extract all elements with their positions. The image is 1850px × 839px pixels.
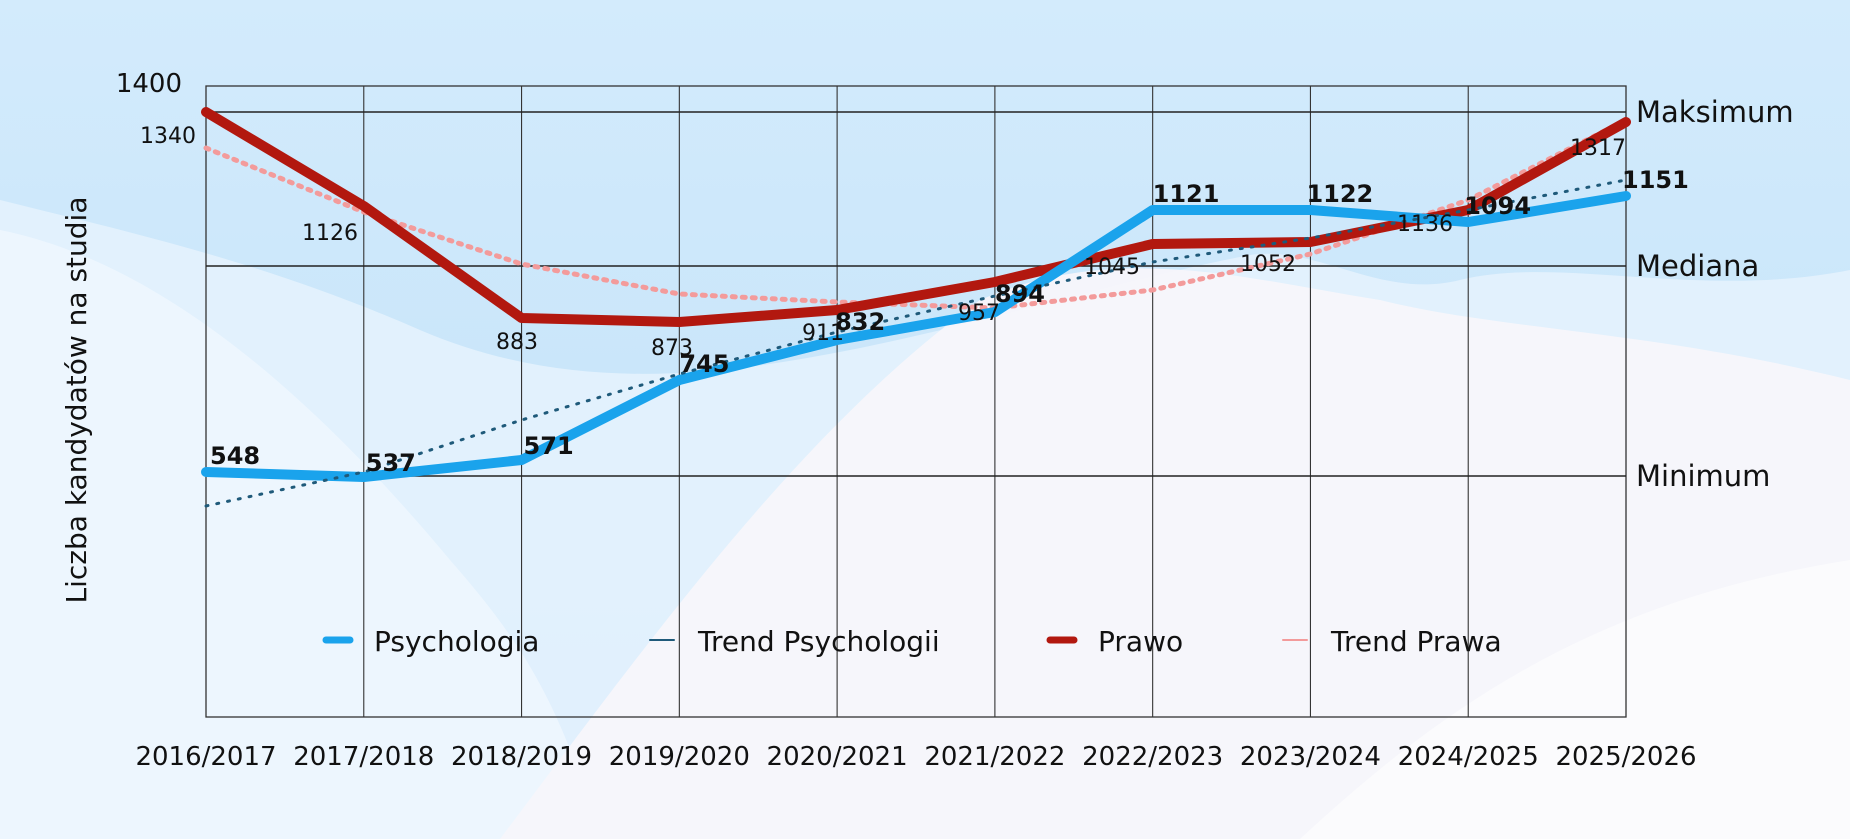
data-label-prawo: 957 xyxy=(958,301,1000,326)
series-layer xyxy=(201,107,1631,508)
x-tick-label: 2024/2025 xyxy=(1398,742,1539,772)
series-line-trend-prawa xyxy=(203,117,1629,311)
data-label-psychologia: 1094 xyxy=(1464,192,1531,220)
legend-label-trend-psychologii: Trend Psychologii xyxy=(697,625,940,658)
data-label-prawo: 911 xyxy=(802,321,844,346)
x-tick-label: 2016/2017 xyxy=(135,742,276,772)
data-label-psychologia: 548 xyxy=(210,442,260,470)
data-label-psychologia: 745 xyxy=(679,350,729,378)
data-label-prawo: 1340 xyxy=(140,124,196,149)
data-label-psychologia: 894 xyxy=(995,280,1045,308)
data-label-psychologia: 832 xyxy=(835,308,885,336)
series-line-psychologia xyxy=(201,191,1631,482)
data-label-prawo: 1126 xyxy=(302,221,358,246)
data-label-psychologia: 537 xyxy=(366,449,416,477)
axis-labels: 1400 Liczba kandydatów na studia 2016/2017… xyxy=(60,69,1697,772)
x-tick-label: 2021/2022 xyxy=(924,742,1065,772)
legend: Psychologia Trend Psychologii Prawo Trend P… xyxy=(322,625,1502,658)
data-label-prawo: 1317 xyxy=(1570,136,1626,161)
data-label-prawo: 1052 xyxy=(1240,252,1296,277)
y-tick-label: 1400 xyxy=(116,69,182,99)
data-label-prawo: 1136 xyxy=(1397,212,1453,237)
x-tick-label: 2020/2021 xyxy=(767,742,908,772)
data-label-psychologia: 1122 xyxy=(1306,180,1373,208)
x-tick-label: 2022/2023 xyxy=(1082,742,1223,772)
plot-frame xyxy=(205,85,1627,718)
x-tick-label: 2025/2026 xyxy=(1555,742,1696,772)
data-label-prawo: 883 xyxy=(496,330,538,355)
series-line-trend-psychologii xyxy=(204,178,1628,508)
x-tick-label: 2019/2020 xyxy=(609,742,750,772)
series-line-prawo xyxy=(201,107,1631,327)
data-label-prawo: 873 xyxy=(651,336,693,361)
reference-label-minimum: Minimum xyxy=(1636,459,1770,493)
plot-grid xyxy=(205,85,1627,718)
x-tick-label: 2023/2024 xyxy=(1240,742,1381,772)
x-tick-label: 2017/2018 xyxy=(293,742,434,772)
legend-label-trend-prawa: Trend Prawa xyxy=(1330,625,1502,658)
y-axis-title: Liczba kandydatów na studia xyxy=(60,197,93,604)
data-label-psychologia: 1121 xyxy=(1153,180,1220,208)
data-label-psychologia: 571 xyxy=(524,432,574,460)
legend-label-prawo: Prawo xyxy=(1098,625,1183,658)
reference-label-mediana: Mediana xyxy=(1636,249,1759,283)
data-label-prawo: 1045 xyxy=(1084,255,1140,280)
reference-label-maksimum: Maksimum xyxy=(1636,95,1794,129)
legend-label-psychologia: Psychologia xyxy=(374,625,539,658)
x-tick-label: 2018/2019 xyxy=(451,742,592,772)
data-labels: 548 537 571 745 832 894 1121 1122 1094 1151 1340 11… xyxy=(140,124,1689,477)
data-label-psychologia: 1151 xyxy=(1622,166,1689,194)
